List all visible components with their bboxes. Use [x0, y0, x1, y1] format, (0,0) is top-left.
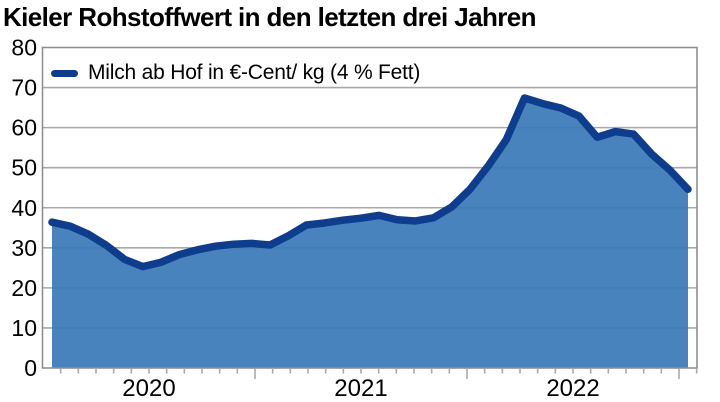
legend-label: Milch ab Hof in €-Cent/ kg (4 % Fett): [88, 61, 421, 84]
y-axis-label: 40: [11, 195, 37, 221]
y-axis-label: 70: [11, 75, 37, 101]
y-axis-label: 60: [11, 115, 37, 141]
chart-title: Kieler Rohstoffwert in den letzten drei …: [3, 2, 537, 32]
legend-line-swatch: [51, 69, 78, 77]
y-axis-label: 80: [11, 35, 37, 61]
y-axis-label: 0: [24, 355, 37, 381]
y-axis-label: 30: [11, 235, 37, 261]
x-axis-year-label: 2022: [546, 375, 599, 402]
x-axis-year-label: 2021: [334, 375, 387, 402]
series-area: [52, 97, 688, 368]
y-axis-label: 10: [11, 315, 37, 341]
plot-frame: [41, 46, 698, 369]
y-axis-label: 20: [11, 275, 37, 301]
x-axis-year-label: 2020: [122, 375, 175, 402]
y-axis-label: 50: [11, 155, 37, 181]
series-line: [48, 94, 692, 271]
legend: Milch ab Hof in €-Cent/ kg (4 % Fett): [51, 61, 420, 85]
